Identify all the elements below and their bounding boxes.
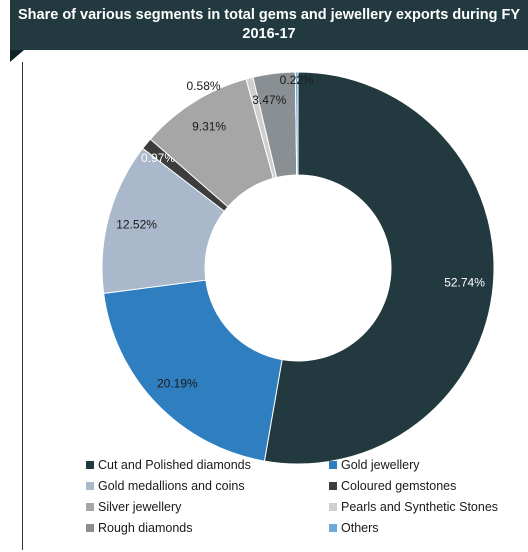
legend-swatch — [86, 523, 94, 532]
chart-legend: Cut and Polished diamonds Gold jewellery G… — [86, 456, 526, 536]
legend-label: Gold jewellery — [341, 457, 420, 472]
data-label-rough-diamonds: 3.47% — [252, 93, 286, 107]
legend-swatch — [329, 460, 337, 469]
legend-item-rough-diamonds: Rough diamonds — [86, 519, 329, 536]
banner-fold — [10, 50, 24, 62]
data-label-silver-jewellery: 9.31% — [192, 119, 226, 133]
legend-item-gold-medallions-coins: Gold medallions and coins — [86, 477, 329, 494]
legend-item-coloured-gemstones: Coloured gemstones — [329, 477, 526, 494]
slice-cut-polished-diamonds — [263, 71, 495, 465]
legend-swatch — [86, 502, 94, 511]
legend-item-others: Others — [329, 519, 526, 536]
chart-title-banner: Share of various segments in total gems … — [10, 0, 528, 50]
legend-label: Others — [341, 520, 379, 535]
data-label-others: 0.22% — [280, 73, 314, 87]
legend-swatch — [329, 481, 337, 490]
left-border-line — [22, 62, 23, 550]
legend-swatch — [86, 460, 94, 469]
chart-title: Share of various segments in total gems … — [18, 7, 520, 42]
legend-label: Pearls and Synthetic Stones — [341, 499, 499, 514]
slice-gold-jewellery — [103, 279, 283, 462]
legend-swatch — [86, 481, 94, 490]
data-label-pearls-synthetic-stones: 0.58% — [187, 79, 221, 93]
data-label-cut-polished-diamonds: 52.74% — [444, 275, 485, 289]
data-label-gold-medallions-coins: 12.52% — [116, 217, 157, 231]
legend-label: Cut and Polished diamonds — [98, 457, 251, 472]
legend-item-pearls-synthetic-stones: Pearls and Synthetic Stones — [329, 498, 526, 515]
legend-item-gold-jewellery: Gold jewellery — [329, 456, 526, 473]
legend-label: Gold medallions and coins — [98, 478, 245, 493]
legend-swatch — [329, 523, 337, 532]
legend-label: Rough diamonds — [98, 520, 193, 535]
slice-others — [294, 71, 299, 176]
legend-item-cut-polished-diamonds: Cut and Polished diamonds — [86, 456, 329, 473]
legend-label: Coloured gemstones — [341, 478, 457, 493]
legend-item-silver-jewellery: Silver jewellery — [86, 498, 329, 515]
data-label-coloured-gemstones: 0.97% — [141, 151, 175, 165]
legend-label: Silver jewellery — [98, 499, 182, 514]
data-label-gold-jewellery: 20.19% — [157, 377, 198, 391]
legend-swatch — [329, 502, 337, 511]
